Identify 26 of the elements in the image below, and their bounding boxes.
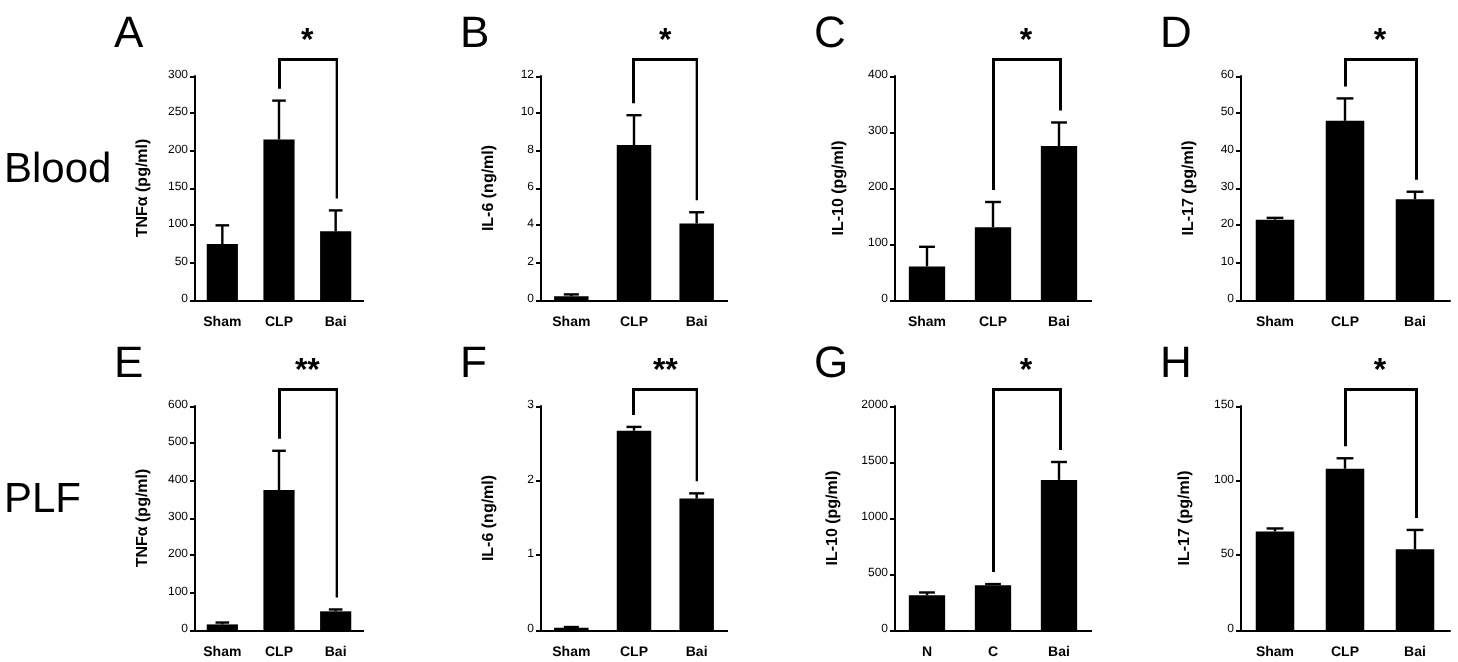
text: ** <box>650 354 680 388</box>
y-axis-title: TNFα (pg/ml) <box>133 137 151 238</box>
chart-title: B <box>460 7 490 57</box>
chart-title: C <box>814 7 846 57</box>
y-axis-title: IL-6 (ng/ml) <box>479 474 497 562</box>
y-axis-title: IL-10 (pg/ml) <box>829 139 848 236</box>
text: * <box>1371 24 1389 58</box>
y-axis-title: IL-6 (ng/ml) <box>479 144 497 232</box>
text: ** <box>292 354 322 388</box>
text: * <box>299 24 316 58</box>
chart-title: D <box>1160 7 1192 57</box>
y-axis-title: IL-17 (pg/ml) <box>1175 469 1194 566</box>
text: * <box>1017 354 1035 388</box>
y-axis-title: IL-10 (pg/ml) <box>822 469 841 566</box>
chart-title: F <box>460 337 487 387</box>
y-axis-title: IL-17 (pg/ml) <box>1179 139 1197 236</box>
chart-title: G <box>814 337 849 387</box>
text: * <box>1371 354 1389 388</box>
chart-title: A <box>114 7 144 57</box>
text: Blood <box>4 146 112 192</box>
chart-title: H <box>1160 337 1192 387</box>
y-axis-title: TNFα (pg/ml) <box>133 467 151 568</box>
chart-title: E <box>114 337 144 387</box>
text: * <box>1017 24 1035 58</box>
text: * <box>657 24 674 58</box>
text: PLF <box>4 476 82 522</box>
